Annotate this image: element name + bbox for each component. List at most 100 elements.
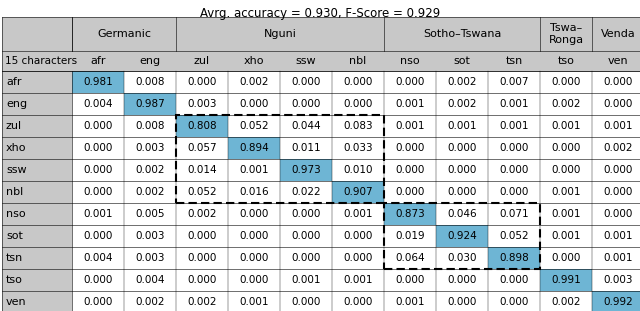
Bar <box>2 269 72 291</box>
Text: 0.000: 0.000 <box>343 99 372 109</box>
Text: 0.000: 0.000 <box>83 297 113 307</box>
Text: 0.991: 0.991 <box>551 275 581 285</box>
Bar <box>280 203 332 225</box>
Bar <box>124 269 176 291</box>
Bar <box>124 203 176 225</box>
Text: 0.000: 0.000 <box>604 209 633 219</box>
Bar <box>384 115 436 137</box>
Bar <box>72 137 124 159</box>
Text: ssw: ssw <box>296 56 316 66</box>
Text: 0.002: 0.002 <box>551 297 580 307</box>
Text: 0.001: 0.001 <box>551 231 580 241</box>
Bar <box>384 291 436 311</box>
Text: 0.001: 0.001 <box>551 187 580 197</box>
Text: 0.000: 0.000 <box>604 165 633 175</box>
Text: xho: xho <box>244 56 264 66</box>
Bar <box>72 71 124 93</box>
Text: eng: eng <box>140 56 161 66</box>
Bar <box>332 269 384 291</box>
Bar <box>592 247 640 269</box>
Text: 0.992: 0.992 <box>603 297 633 307</box>
Bar <box>124 115 176 137</box>
Bar <box>280 115 332 137</box>
Bar <box>72 247 124 269</box>
Text: 0.000: 0.000 <box>343 231 372 241</box>
Bar <box>384 93 436 115</box>
Text: 0.000: 0.000 <box>291 231 321 241</box>
Text: 0.000: 0.000 <box>239 275 269 285</box>
Bar <box>124 71 176 93</box>
Bar <box>280 159 332 181</box>
Text: 0.000: 0.000 <box>239 231 269 241</box>
Bar <box>436 115 488 137</box>
Bar <box>436 247 488 269</box>
Bar <box>332 93 384 115</box>
Bar <box>228 115 280 137</box>
Text: 0.003: 0.003 <box>135 143 164 153</box>
Bar <box>540 181 592 203</box>
Text: 0.001: 0.001 <box>291 275 321 285</box>
Text: 0.000: 0.000 <box>396 165 425 175</box>
Bar <box>488 269 540 291</box>
Bar <box>436 93 488 115</box>
Bar <box>228 137 280 159</box>
Text: ssw: ssw <box>6 165 27 175</box>
Text: 0.000: 0.000 <box>239 99 269 109</box>
Text: 0.000: 0.000 <box>188 275 217 285</box>
Bar <box>592 181 640 203</box>
Text: 0.002: 0.002 <box>604 143 633 153</box>
Text: tsn: tsn <box>6 253 23 263</box>
Bar <box>176 247 228 269</box>
Text: 0.001: 0.001 <box>604 231 633 241</box>
Text: 0.000: 0.000 <box>239 209 269 219</box>
Text: 0.000: 0.000 <box>343 297 372 307</box>
Text: 0.000: 0.000 <box>499 275 529 285</box>
Text: 0.002: 0.002 <box>135 187 164 197</box>
Text: 0.000: 0.000 <box>447 187 477 197</box>
Text: 0.011: 0.011 <box>291 143 321 153</box>
Bar <box>436 225 488 247</box>
Bar <box>124 93 176 115</box>
Text: 0.004: 0.004 <box>83 253 113 263</box>
Text: 0.022: 0.022 <box>291 187 321 197</box>
Text: 0.044: 0.044 <box>291 121 321 131</box>
Text: nso: nso <box>400 56 420 66</box>
Bar <box>280 181 332 203</box>
Text: tso: tso <box>6 275 23 285</box>
Bar <box>2 181 72 203</box>
Bar <box>592 269 640 291</box>
Bar <box>176 115 228 137</box>
Bar <box>228 247 280 269</box>
Bar <box>488 137 540 159</box>
Text: 0.003: 0.003 <box>135 231 164 241</box>
Bar <box>540 115 592 137</box>
Text: sot: sot <box>6 231 23 241</box>
Text: 0.000: 0.000 <box>447 297 477 307</box>
Bar <box>436 137 488 159</box>
Text: 0.000: 0.000 <box>83 165 113 175</box>
Bar <box>2 17 640 51</box>
Text: 0.030: 0.030 <box>447 253 477 263</box>
Text: 0.000: 0.000 <box>551 143 580 153</box>
Bar <box>332 225 384 247</box>
Bar <box>72 115 124 137</box>
Text: ven: ven <box>608 56 628 66</box>
Bar <box>436 181 488 203</box>
Text: tsn: tsn <box>506 56 523 66</box>
Text: 0.000: 0.000 <box>499 297 529 307</box>
Text: afr: afr <box>90 56 106 66</box>
Bar <box>332 203 384 225</box>
Text: 0.000: 0.000 <box>499 165 529 175</box>
Text: 0.000: 0.000 <box>604 77 633 87</box>
Text: 0.003: 0.003 <box>135 253 164 263</box>
Text: 0.000: 0.000 <box>396 143 425 153</box>
Bar <box>540 93 592 115</box>
Bar <box>124 247 176 269</box>
Bar <box>228 291 280 311</box>
Text: 0.002: 0.002 <box>188 297 217 307</box>
Text: 0.981: 0.981 <box>83 77 113 87</box>
Text: 0.002: 0.002 <box>551 99 580 109</box>
Text: 0.004: 0.004 <box>83 99 113 109</box>
Bar <box>488 159 540 181</box>
Bar <box>384 247 436 269</box>
